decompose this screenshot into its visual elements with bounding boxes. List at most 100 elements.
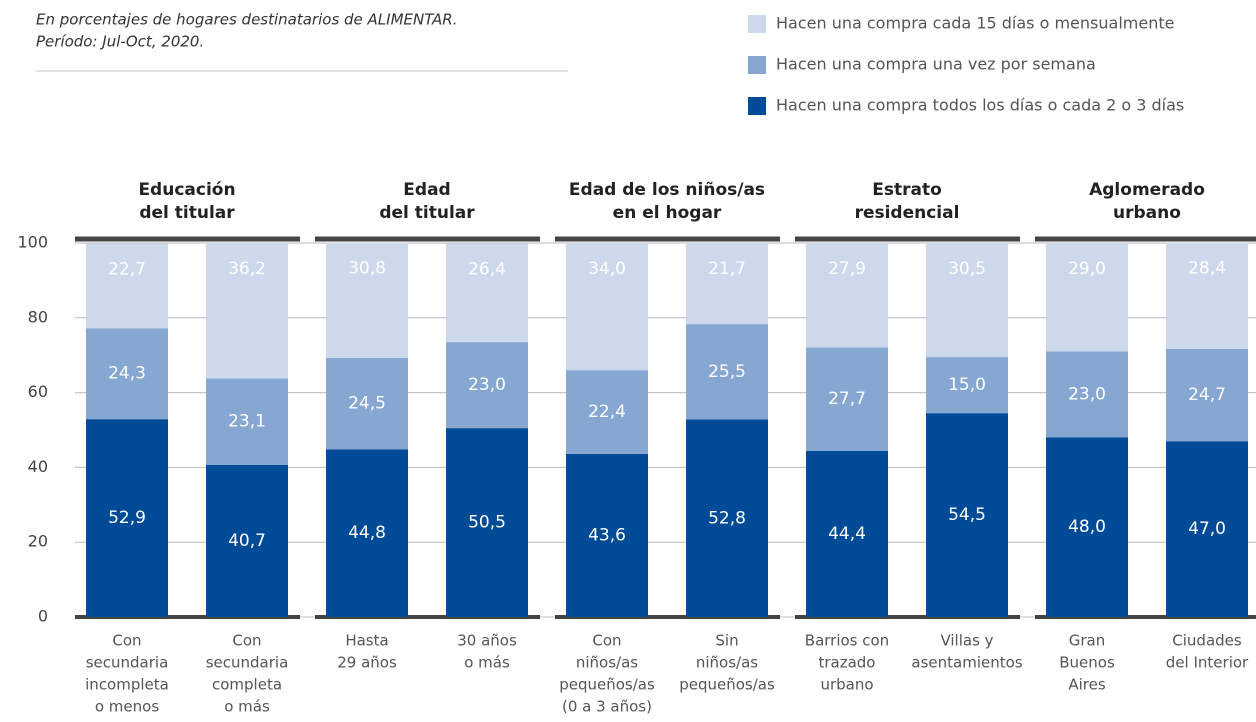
bar-segment: [326, 242, 408, 358]
x-tick-label: Con: [232, 632, 261, 650]
group-title: Aglomerado: [1089, 180, 1205, 200]
value-label: 44,8: [348, 523, 386, 543]
bar-segment: [926, 413, 1008, 617]
bar-segment: [566, 243, 648, 371]
group-title: Estrato: [872, 180, 942, 200]
bar-segment: [806, 243, 888, 348]
legend-label: Hacen una compra todos los días o cada 2…: [776, 96, 1184, 115]
bar-segment: [806, 347, 888, 451]
x-tick-label: Ciudades: [1172, 632, 1242, 650]
bar-segment: [86, 419, 168, 617]
y-tick-label: 80: [28, 307, 48, 326]
bar-segment: [1046, 437, 1128, 617]
x-tick-label: trazado: [818, 654, 875, 672]
value-label: 48,0: [1068, 517, 1106, 537]
bar-segment: [1166, 348, 1248, 442]
x-tick-label: Buenos: [1059, 654, 1115, 672]
group-title: Edad de los niños/as: [569, 180, 765, 200]
x-tick-label: 29 años: [337, 654, 397, 672]
x-tick-label: o más: [464, 654, 510, 672]
value-label: 15,0: [948, 375, 986, 395]
bar-segment: [86, 243, 168, 329]
subtitle: Período: Jul-Oct, 2020.: [36, 33, 204, 51]
value-label: 44,4: [828, 524, 866, 544]
value-label: 40,7: [228, 531, 266, 551]
x-tick-label: o más: [224, 698, 270, 716]
group-title: en el hogar: [613, 203, 722, 223]
bar-segment: [1046, 351, 1128, 438]
bar-segment: [566, 453, 648, 617]
group-title: urbano: [1113, 203, 1181, 223]
legend-swatch: [748, 97, 766, 115]
group-title: Educación: [138, 180, 235, 200]
bar-segment: [446, 428, 528, 617]
x-tick-label: pequeños/as: [559, 676, 655, 694]
x-tick-label: secundaria: [86, 654, 169, 672]
y-tick-label: 20: [28, 532, 48, 551]
bar-segment: [206, 243, 288, 379]
y-tick-label: 40: [28, 457, 48, 476]
group-title: residencial: [855, 203, 960, 223]
bar-segment: [1046, 243, 1128, 352]
value-label: 52,8: [708, 508, 746, 528]
value-label: 27,9: [828, 259, 866, 279]
bar-segment: [206, 378, 288, 465]
bar-segment: [86, 328, 168, 420]
bar-segment: [686, 324, 768, 420]
y-tick-label: 60: [28, 382, 48, 401]
value-label: 23,0: [1068, 384, 1106, 404]
x-tick-label: Con: [592, 632, 621, 650]
value-label: 30,8: [348, 259, 386, 279]
x-tick-label: (0 a 3 años): [562, 698, 652, 716]
value-label: 43,6: [588, 525, 626, 545]
value-label: 47,0: [1188, 519, 1226, 539]
x-tick-label: Con: [112, 632, 141, 650]
value-label: 24,7: [1188, 385, 1226, 405]
bar-segment: [1166, 441, 1248, 617]
bar-segment: [926, 357, 1008, 414]
value-label: 54,5: [948, 505, 986, 525]
value-label: 24,3: [108, 364, 146, 384]
x-tick-label: Aires: [1068, 676, 1105, 694]
x-tick-label: Villas y: [940, 632, 993, 650]
value-label: 23,1: [228, 412, 266, 432]
x-tick-label: del Interior: [1166, 654, 1249, 672]
value-label: 36,2: [228, 259, 266, 279]
value-label: 24,5: [348, 394, 386, 414]
x-tick-label: 30 años: [457, 632, 517, 650]
bar-segment: [1166, 242, 1248, 349]
y-tick-label: 100: [17, 233, 48, 252]
x-tick-label: completa: [212, 676, 282, 694]
x-tick-label: Gran: [1069, 632, 1106, 650]
value-label: 28,4: [1188, 259, 1226, 279]
value-label: 26,4: [468, 259, 506, 279]
legend-swatch: [748, 56, 766, 74]
x-tick-label: niños/as: [576, 654, 638, 672]
x-tick-label: Hasta: [345, 632, 388, 650]
y-tick-label: 0: [38, 607, 48, 626]
x-tick-label: niños/as: [696, 654, 758, 672]
bar-segment: [566, 370, 648, 454]
bar-segment: [206, 464, 288, 617]
bar-segment: [686, 243, 768, 325]
bar-segment: [446, 342, 528, 429]
bar-segment: [326, 449, 408, 617]
value-label: 22,4: [588, 402, 626, 422]
bar-segment: [686, 419, 768, 617]
x-tick-label: asentamientos: [911, 654, 1022, 672]
value-label: 52,9: [108, 508, 146, 528]
group-title: Edad: [403, 180, 450, 200]
group-title: del titular: [139, 203, 235, 223]
value-label: 22,7: [108, 259, 146, 279]
value-label: 23,0: [468, 375, 506, 395]
value-label: 27,7: [828, 389, 866, 409]
value-label: 25,5: [708, 362, 746, 382]
subtitle: En porcentajes de hogares destinatarios …: [36, 11, 457, 29]
x-tick-label: pequeños/as: [679, 676, 775, 694]
value-label: 30,5: [948, 259, 986, 279]
x-tick-label: Sin: [715, 632, 738, 650]
x-tick-label: secundaria: [206, 654, 289, 672]
bar-segment: [926, 243, 1008, 358]
legend-label: Hacen una compra cada 15 días o mensualm…: [776, 14, 1174, 33]
